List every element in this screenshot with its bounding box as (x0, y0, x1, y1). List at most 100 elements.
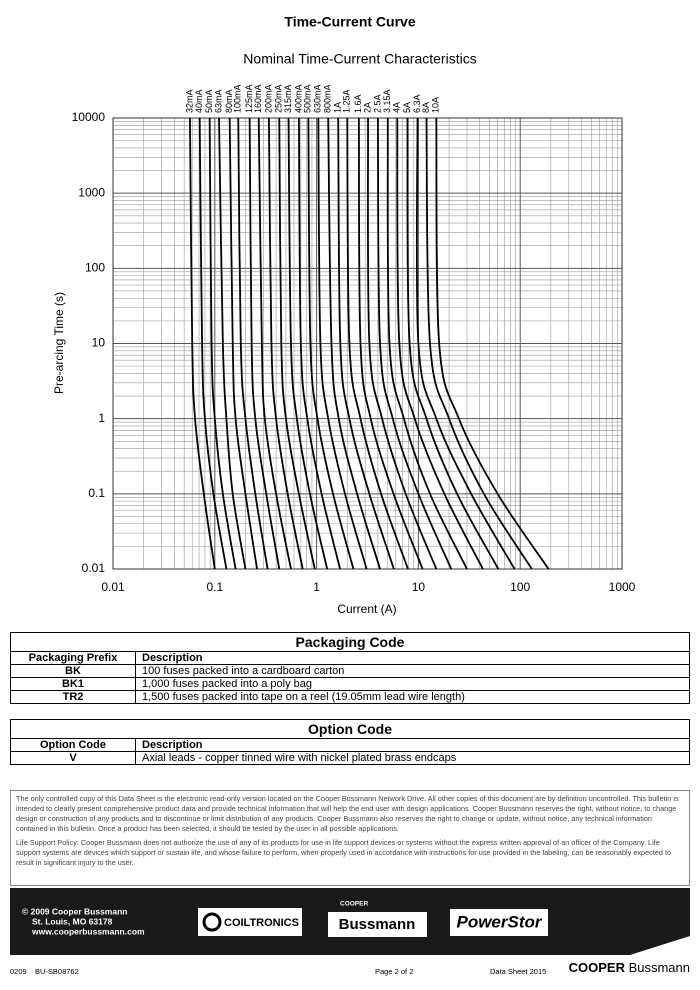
curve-label: 40mA (194, 89, 204, 113)
y-tick-label: 1 (98, 411, 105, 425)
packaging-table: Packaging Code Packaging Prefix Descriptio… (10, 632, 690, 704)
doc-id: BU-SB08762 (35, 967, 79, 976)
curve-label: 2A (362, 102, 372, 113)
copyright: © 2009 Cooper Bussmann (22, 906, 127, 916)
curve-label: 1.25A (342, 89, 352, 113)
disclaimer: The only controlled copy of this Data Sh… (10, 790, 690, 886)
time-current-curve (435, 117, 550, 570)
x-tick-label: 10 (412, 580, 426, 594)
doc-code: 0209 (10, 967, 27, 976)
header-row: Packaging Prefix Description (10, 651, 690, 665)
curve-label: 400mA (293, 84, 303, 113)
time-current-curve (406, 117, 500, 570)
brand-bussmann: Bussmann (628, 960, 690, 975)
curve-label: 32mA (184, 89, 194, 113)
curve-label: 2.5A (372, 94, 382, 113)
address: St. Louis, MO 63178 (32, 916, 113, 926)
time-current-curve (268, 117, 304, 570)
time-current-curve (208, 117, 237, 570)
y-tick-label: 0.01 (82, 561, 106, 575)
curve-label: 1.6A (353, 94, 363, 113)
time-current-curve (257, 117, 292, 570)
table-cell: BK (10, 664, 136, 678)
curve-label: 100mA (233, 84, 243, 113)
curve-label: 4A (392, 102, 402, 113)
curve-label: 125mA (244, 84, 254, 113)
y-tick-label: 100 (85, 261, 105, 275)
y-tick-label: 10000 (72, 110, 106, 124)
website: www.cooperbussmann.com (31, 926, 145, 936)
curve-label: 1A (333, 102, 343, 113)
table-title: Packaging Code (10, 632, 690, 652)
table-cell: 1,000 fuses packed into a poly bag (135, 677, 690, 691)
table-row: TR2 1,500 fuses packed into tape on a ree… (10, 690, 690, 704)
y-tick-label: 10 (92, 336, 106, 350)
time-current-curve (396, 117, 484, 570)
time-current-curve (327, 117, 381, 570)
time-current-curve (248, 117, 281, 570)
curve-label: 80mA (224, 89, 234, 113)
table-cell: 100 fuses packed into a cardboard carton (135, 664, 690, 678)
column-header: Packaging Prefix (10, 651, 136, 665)
curve-label: 630mA (313, 84, 323, 113)
curve-label: 200mA (263, 84, 273, 113)
time-current-curve (367, 117, 438, 570)
x-tick-label: 100 (510, 580, 530, 594)
time-current-curve (189, 117, 216, 570)
time-current-curve (218, 117, 247, 570)
x-tick-label: 1000 (609, 580, 636, 594)
time-current-curve (198, 117, 228, 570)
brand-cooper: COOPER (568, 960, 625, 975)
y-tick-label: 1000 (78, 185, 105, 199)
logo-cooper: COOPER (340, 901, 368, 908)
curve-label: 8A (421, 102, 431, 113)
x-tick-label: 0.1 (206, 580, 223, 594)
header-row: Option Code Description (10, 738, 690, 752)
logo-powerstor: PowerStor (456, 912, 542, 931)
y-tick-label: 0.1 (88, 486, 105, 500)
time-current-curve (307, 117, 355, 570)
column-header: Description (135, 738, 690, 752)
time-current-curve (278, 117, 316, 570)
time-current-curve (357, 117, 424, 570)
time-current-curve (237, 117, 269, 570)
time-current-curve (337, 117, 395, 570)
disclaimer-paragraph: Life Support Policy: Cooper Bussmann doe… (16, 838, 672, 867)
curve-label: 315mA (283, 84, 293, 113)
curve-label: 160mA (253, 84, 263, 113)
curve-label: 10A (431, 97, 441, 113)
column-header: Option Code (10, 738, 136, 752)
brand: COOPER Bussmann (569, 960, 690, 975)
time-current-curve (415, 117, 516, 570)
curve-label: 5A (402, 102, 412, 113)
table-title: Option Code (10, 719, 690, 739)
page-title: Time-Current Curve (284, 14, 415, 30)
column-header: Description (135, 651, 690, 665)
logo-box (450, 909, 548, 936)
table-row: V Axial leads - copper tinned wire with n… (10, 751, 690, 765)
plot-frame (112, 117, 623, 570)
chart: Time-Current Curve Nominal Time-Current … (52, 14, 636, 616)
table-cell: TR2 (10, 690, 136, 704)
table-row: BK1 1,000 fuses packed into a poly bag (10, 677, 690, 691)
curve-label: 63mA (213, 89, 223, 113)
title-row: Option Code (10, 719, 690, 739)
option-table: Option Code Option Code Description V Axial … (10, 719, 690, 765)
y-axis-label: Pre-arcing Time (s) (52, 292, 66, 394)
logo-icon (202, 912, 222, 932)
x-tick-label: 1 (313, 580, 320, 594)
page-number: Page 2 of 2 (375, 967, 414, 976)
logo-box (328, 912, 427, 937)
title-row: Packaging Code (10, 632, 690, 652)
x-axis-label: Current (A) (337, 602, 396, 616)
data-sheet: Data Sheet 2015 (490, 967, 547, 976)
table-row: BK 100 fuses packed into a cardboard cart… (10, 664, 690, 678)
table-cell: Axial leads - copper tinned wire with ni… (135, 751, 690, 765)
curve-label: 6.3A (412, 94, 422, 113)
time-current-curve (425, 117, 533, 570)
table-cell: 1,500 fuses packed into tape on a reel (… (135, 690, 690, 704)
curve-label: 800mA (323, 84, 333, 113)
time-current-curve (346, 117, 409, 570)
table-cell: BK1 (10, 677, 136, 691)
time-current-curve (317, 117, 368, 570)
